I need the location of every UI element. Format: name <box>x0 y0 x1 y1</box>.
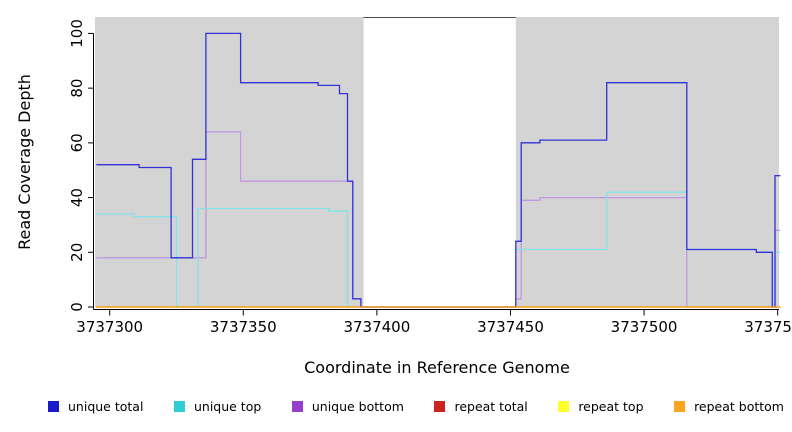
x-tick-label: 3737400 <box>343 318 410 336</box>
coverage-plot: 3737300 3737350 3737400 3737450 3737500 37375… <box>15 17 792 377</box>
shaded-region <box>95 17 364 307</box>
legend-swatch-repeat-top <box>558 401 570 412</box>
legend-label-repeat-top: repeat top <box>578 399 644 414</box>
y-tick-label: 80 <box>68 79 86 98</box>
x-tick-label: 3737450 <box>477 318 544 336</box>
legend-item-repeat-total: repeat total <box>434 399 528 414</box>
x-tick-label: 3737350 <box>210 318 277 336</box>
y-tick-label: 60 <box>68 133 86 152</box>
series-unique-total <box>96 32 781 308</box>
legend-swatch-repeat-bottom <box>674 401 686 412</box>
legend-item-unique-top: unique top <box>173 399 262 414</box>
legend-swatch-unique-bottom <box>291 401 303 412</box>
legend-item-repeat-top: repeat top <box>558 399 644 414</box>
y-tick-label: 20 <box>68 243 86 262</box>
legend-swatch-repeat-total <box>434 401 446 412</box>
x-tick-label: 3737550 <box>744 318 792 336</box>
legend-label-unique-bottom: unique bottom <box>311 399 404 414</box>
legend-item-repeat-bottom: repeat bottom <box>674 399 784 414</box>
legend-label-unique-top: unique top <box>193 399 262 414</box>
shaded-region <box>515 17 779 307</box>
y-tick-label: 100 <box>68 19 86 48</box>
legend-item-unique-total: unique total <box>48 399 143 414</box>
x-axis-title: Coordinate in Reference Genome <box>304 358 570 377</box>
y-tick-label: 0 <box>68 302 86 312</box>
y-axis-title: Read Coverage Depth <box>15 74 34 250</box>
plot-layers: 3737300 3737350 3737400 3737450 3737500 37375… <box>68 17 792 336</box>
legend-swatch-unique-total <box>48 401 59 412</box>
legend-item-unique-bottom: unique bottom <box>291 399 404 414</box>
y-tick-label: 40 <box>68 188 86 207</box>
legend-label-repeat-total: repeat total <box>454 399 528 414</box>
legend-label-repeat-bottom: repeat bottom <box>694 399 784 414</box>
x-tick-label: 3737500 <box>611 318 678 336</box>
chart-legend: unique total unique top unique bottom repea… <box>48 399 784 414</box>
legend-label-unique-total: unique total <box>68 399 144 414</box>
legend-swatch-unique-top <box>173 401 185 412</box>
x-tick-label: 3737300 <box>76 318 143 336</box>
